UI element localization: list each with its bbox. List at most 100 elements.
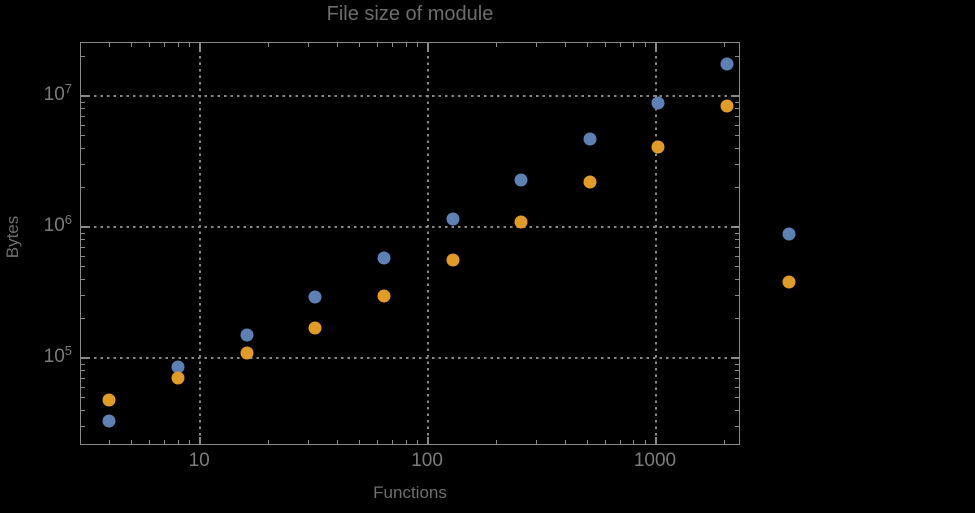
minor-tick-y [735, 239, 739, 241]
minor-tick-y [735, 108, 739, 110]
minor-tick-x [564, 440, 566, 444]
minor-tick-y [735, 101, 739, 103]
y-tick-label: 105 [43, 342, 72, 368]
minor-tick-y [81, 426, 85, 427]
data-point-series-blue [651, 96, 665, 110]
minor-tick-x [336, 43, 338, 47]
minor-tick-y [735, 164, 739, 166]
minor-tick-y [735, 370, 739, 372]
data-point-series-orange [308, 321, 322, 335]
major-tick-y [732, 95, 739, 98]
y-tick-label: 106 [43, 211, 72, 237]
data-point-series-orange [240, 346, 254, 360]
minor-tick-x [405, 440, 407, 444]
x-tick-label: 10 [188, 450, 210, 471]
data-point-series-blue [514, 173, 528, 187]
minor-tick-y [735, 396, 739, 398]
minor-tick-y [735, 409, 739, 411]
data-point-series-blue [102, 414, 116, 428]
minor-tick-y [735, 115, 739, 117]
h-gridline [81, 95, 739, 98]
minor-tick-y [735, 56, 739, 58]
data-point-series-orange [102, 393, 116, 407]
major-tick-y [81, 226, 88, 229]
minor-tick-x [392, 440, 394, 444]
minor-tick-y [81, 318, 85, 320]
minor-tick-y [81, 409, 85, 411]
data-point-series-orange [514, 215, 528, 229]
minor-tick-x [131, 43, 133, 47]
minor-tick-x [604, 43, 606, 47]
minor-tick-x [308, 440, 310, 444]
minor-tick-x [164, 440, 166, 444]
data-point-series-blue [446, 212, 460, 226]
minor-tick-x [149, 43, 151, 47]
data-point-series-blue [308, 290, 322, 304]
v-gridline [655, 43, 657, 444]
minor-tick-x [496, 440, 498, 444]
minor-tick-y [735, 134, 739, 136]
minor-tick-y [81, 108, 85, 110]
minor-tick-y [735, 426, 739, 427]
minor-tick-x [308, 43, 310, 47]
minor-tick-y [81, 278, 85, 280]
minor-tick-x [633, 43, 635, 47]
minor-tick-x [645, 43, 647, 47]
minor-tick-x [536, 440, 538, 444]
minor-tick-x [189, 440, 191, 444]
minor-tick-y [81, 239, 85, 241]
minor-tick-y [81, 265, 85, 267]
major-tick-y [81, 95, 88, 98]
minor-tick-y [735, 246, 739, 248]
minor-tick-x [586, 440, 588, 444]
minor-tick-x [417, 440, 419, 444]
minor-tick-y [735, 147, 739, 149]
minor-tick-y [735, 265, 739, 267]
minor-tick-y [81, 101, 85, 103]
minor-tick-x [377, 440, 379, 444]
minor-tick-x [108, 43, 110, 47]
v-gridline [199, 43, 202, 444]
minor-tick-y [735, 386, 739, 388]
data-point-series-blue [720, 57, 734, 71]
minor-tick-y [81, 147, 85, 149]
data-point-series-blue [240, 328, 254, 342]
major-tick-y [732, 226, 739, 229]
minor-tick-y [735, 318, 739, 320]
h-gridline [81, 226, 739, 229]
major-tick-y [81, 357, 88, 360]
minor-tick-x [405, 43, 407, 47]
v-gridline [427, 43, 430, 444]
legend-marker-series-orange [782, 275, 796, 289]
minor-tick-y [81, 295, 85, 297]
minor-tick-y [81, 255, 85, 257]
minor-tick-y [735, 232, 739, 234]
major-tick-x [199, 43, 202, 50]
major-tick-x [655, 43, 657, 50]
minor-tick-x [268, 43, 270, 47]
h-gridline [81, 357, 739, 360]
minor-tick-y [81, 396, 85, 398]
minor-tick-x [724, 440, 726, 444]
x-tick-label: 100 [411, 450, 443, 471]
major-tick-x [199, 437, 202, 444]
minor-tick-x [358, 43, 360, 47]
minor-tick-y [735, 255, 739, 257]
minor-tick-x [108, 440, 110, 444]
minor-tick-y [81, 246, 85, 248]
minor-tick-x [564, 43, 566, 47]
plot-area [80, 42, 740, 445]
minor-tick-x [620, 43, 622, 47]
legend-marker-series-blue [782, 227, 796, 241]
minor-tick-y [735, 295, 739, 297]
minor-tick-y [735, 124, 739, 126]
minor-tick-x [189, 43, 191, 47]
minor-tick-x [645, 440, 647, 444]
minor-tick-x [177, 440, 179, 444]
minor-tick-y [735, 187, 739, 189]
data-point-series-blue [377, 251, 391, 265]
minor-tick-x [620, 440, 622, 444]
minor-tick-y [81, 232, 85, 234]
minor-tick-x [417, 43, 419, 47]
minor-tick-y [81, 370, 85, 372]
